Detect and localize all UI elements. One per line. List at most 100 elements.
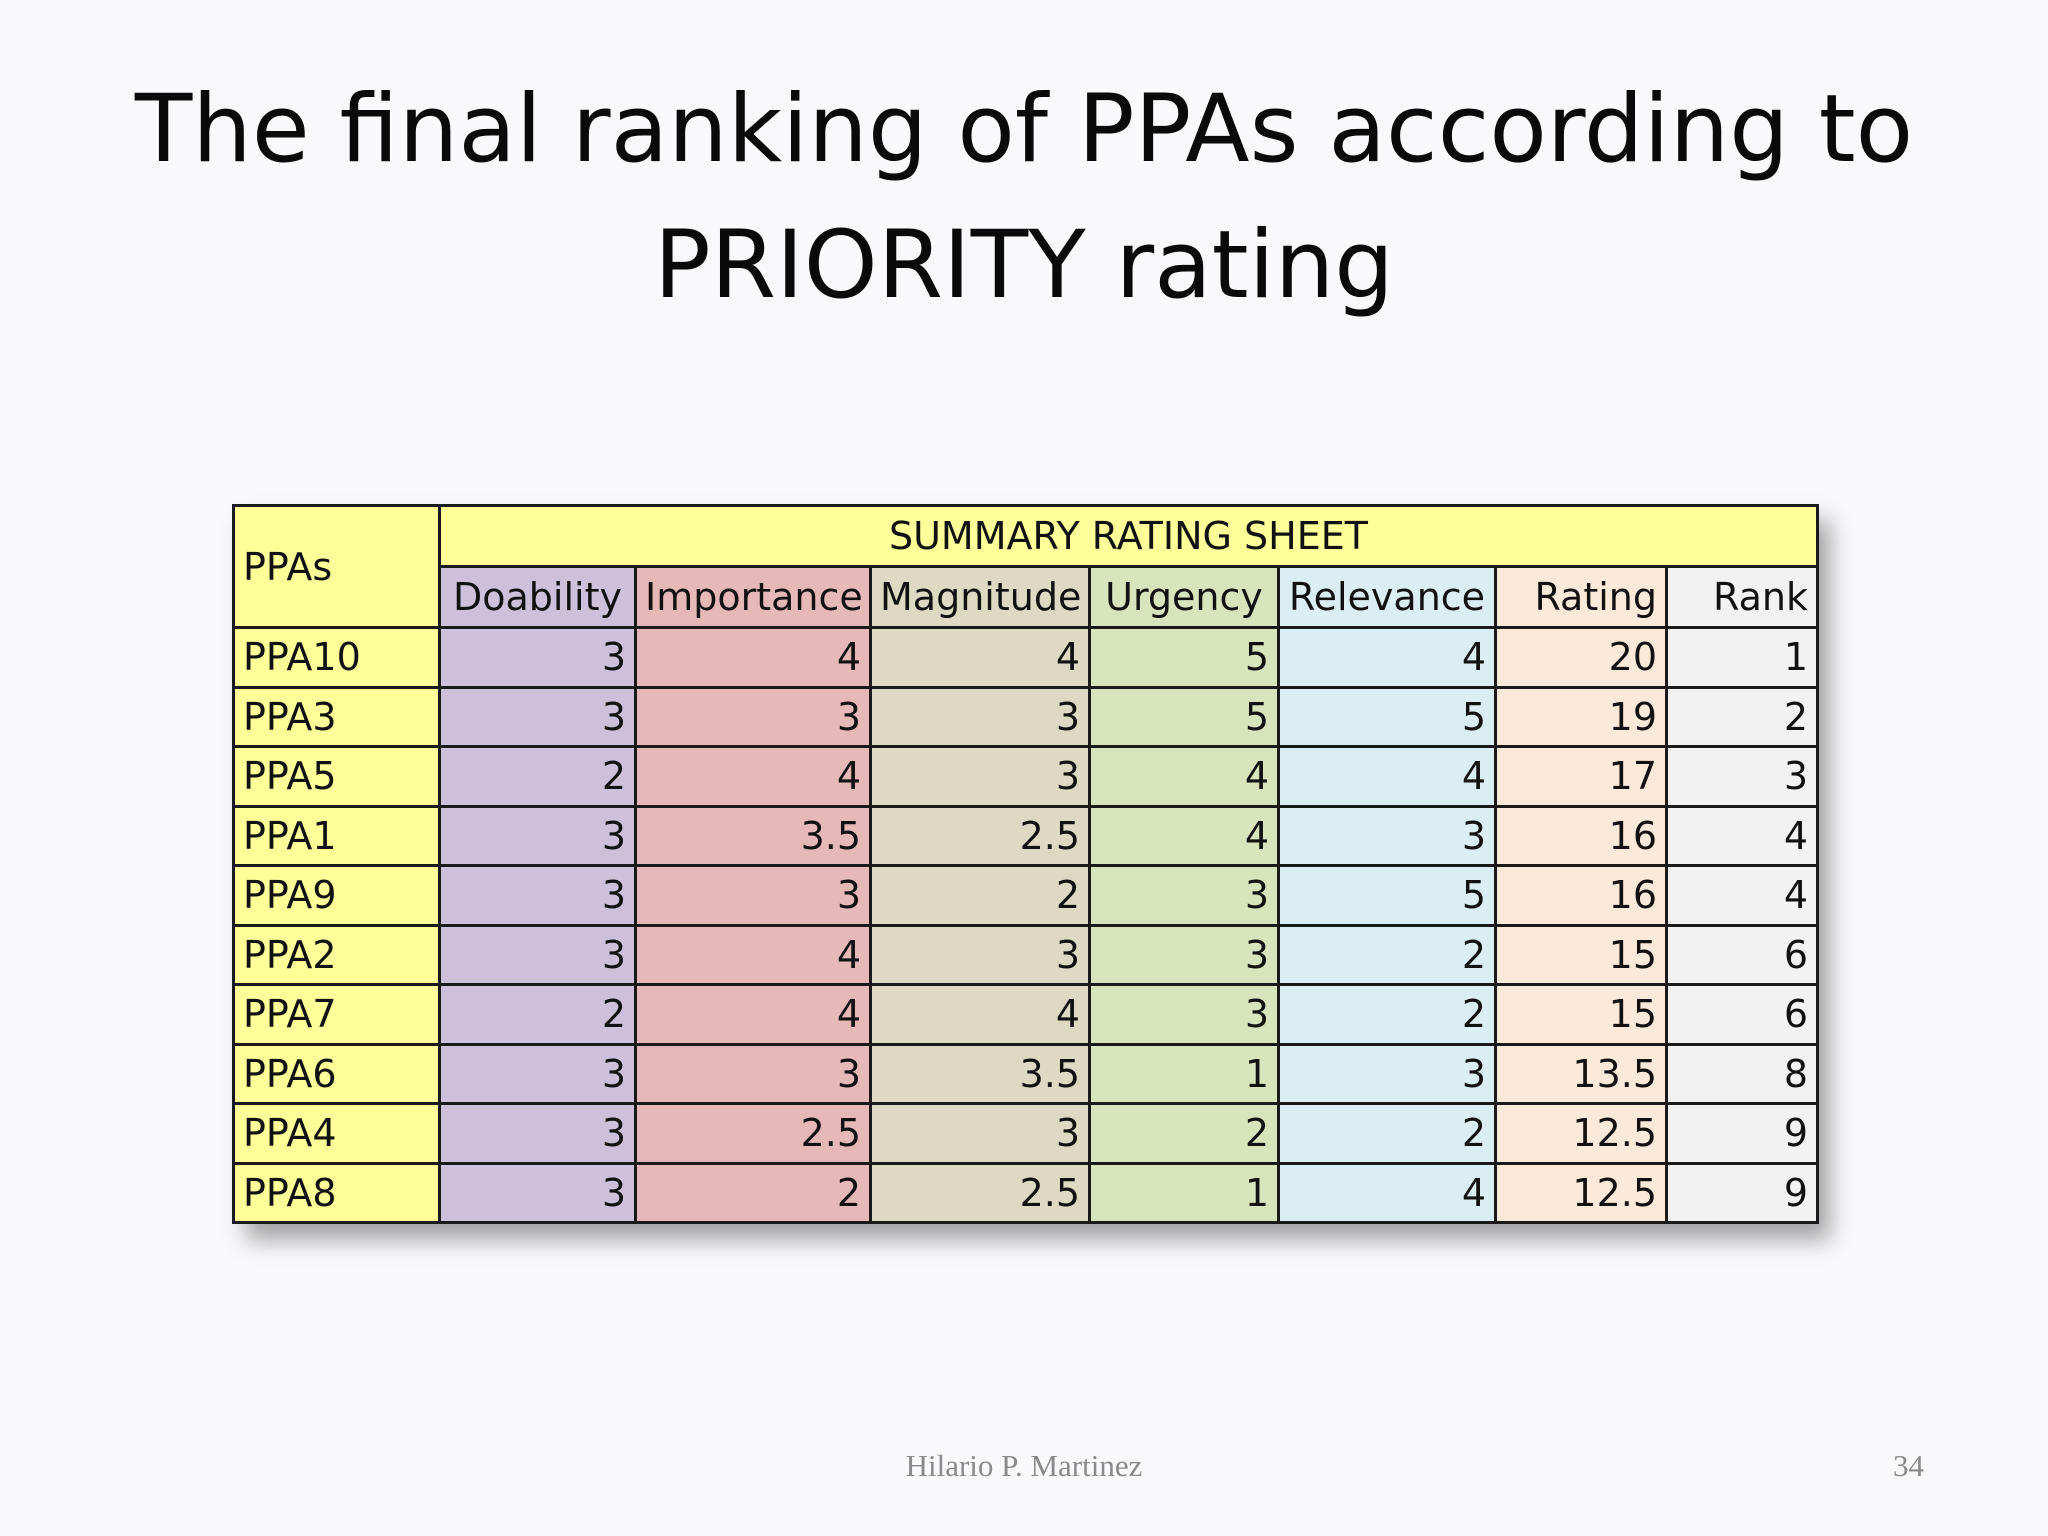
slide-title-line-2: PRIORITY rating (654, 211, 1394, 320)
ppa-name-cell: PPA9 (232, 864, 441, 927)
rating-cell: 12.5 (1494, 1161, 1668, 1224)
rating-cell: 19 (1494, 685, 1668, 748)
table-row: PPA10 3 4 4 5 4 20 1 (232, 626, 1819, 689)
rank-cell: 1 (1665, 626, 1819, 689)
magnitude-cell: 2.5 (869, 804, 1091, 867)
importance-cell: 4 (634, 983, 872, 1046)
importance-cell: 3 (634, 1042, 872, 1105)
doability-cell: 2 (438, 983, 637, 1046)
magnitude-cell: 3 (869, 923, 1091, 986)
footer-author: Hilario P. Martinez (905, 1448, 1143, 1483)
doability-cell: 2 (438, 745, 637, 808)
relevance-cell: 4 (1277, 1161, 1497, 1224)
column-header-importance: Importance (634, 565, 872, 629)
relevance-cell: 2 (1277, 923, 1497, 986)
table-row: PPA5 2 4 3 4 4 17 3 (232, 745, 1819, 808)
slide-title-line-1: The final ranking of PPAs according to (134, 75, 1914, 184)
relevance-cell: 3 (1277, 1042, 1497, 1105)
table-row: PPA3 3 3 3 5 5 19 2 (232, 685, 1819, 748)
table-row: PPA1 3 3.5 2.5 4 3 16 4 (232, 804, 1819, 867)
importance-cell: 4 (634, 923, 872, 986)
column-header-urgency: Urgency (1088, 565, 1280, 629)
rating-cell: 17 (1494, 745, 1668, 808)
urgency-cell: 1 (1088, 1161, 1280, 1224)
table-row: PPA8 3 2 2.5 1 4 12.5 9 (232, 1161, 1819, 1224)
importance-cell: 2 (634, 1161, 872, 1224)
urgency-cell: 2 (1088, 1102, 1280, 1165)
doability-cell: 3 (438, 804, 637, 867)
magnitude-cell: 3.5 (869, 1042, 1091, 1105)
relevance-cell: 2 (1277, 983, 1497, 1046)
column-header-relevance: Relevance (1277, 565, 1497, 629)
relevance-cell: 4 (1277, 626, 1497, 689)
table-header-row: PPAs SUMMARY RATING SHEET (232, 504, 1819, 629)
rating-cell: 16 (1494, 804, 1668, 867)
ppa-name-cell: PPA6 (232, 1042, 441, 1105)
rating-cell: 13.5 (1494, 1042, 1668, 1105)
ppa-name-cell: PPA8 (232, 1161, 441, 1224)
table-row: PPA6 3 3 3.5 1 3 13.5 8 (232, 1042, 1819, 1105)
table-row: PPA9 3 3 2 3 5 16 4 (232, 864, 1819, 927)
doability-cell: 3 (438, 685, 637, 748)
column-header-rank: Rank (1665, 565, 1819, 629)
rank-cell: 9 (1665, 1102, 1819, 1165)
relevance-cell: 4 (1277, 745, 1497, 808)
urgency-cell: 3 (1088, 923, 1280, 986)
summary-rating-table: PPAs SUMMARY RATING SHEET Doability Impo… (232, 504, 1819, 1224)
magnitude-cell: 4 (869, 626, 1091, 689)
ppa-name-cell: PPA2 (232, 923, 441, 986)
rank-cell: 9 (1665, 1161, 1819, 1224)
relevance-cell: 2 (1277, 1102, 1497, 1165)
urgency-cell: 3 (1088, 864, 1280, 927)
column-header-rating: Rating (1494, 565, 1668, 629)
importance-cell: 3.5 (634, 804, 872, 867)
doability-cell: 3 (438, 1102, 637, 1165)
magnitude-cell: 3 (869, 745, 1091, 808)
magnitude-cell: 3 (869, 1102, 1091, 1165)
slide-page-number: 34 (1893, 1448, 1924, 1483)
doability-cell: 3 (438, 864, 637, 927)
importance-cell: 3 (634, 864, 872, 927)
rank-cell: 6 (1665, 983, 1819, 1046)
relevance-cell: 3 (1277, 804, 1497, 867)
ppa-name-cell: PPA1 (232, 804, 441, 867)
urgency-cell: 4 (1088, 804, 1280, 867)
ppa-name-cell: PPA5 (232, 745, 441, 808)
doability-cell: 3 (438, 1042, 637, 1105)
ppas-column-header: PPAs (232, 504, 441, 629)
summary-rating-table-container: PPAs SUMMARY RATING SHEET Doability Impo… (232, 504, 1819, 1224)
ppa-name-cell: PPA3 (232, 685, 441, 748)
table-row: PPA2 3 4 3 3 2 15 6 (232, 923, 1819, 986)
magnitude-cell: 2 (869, 864, 1091, 927)
rank-cell: 6 (1665, 923, 1819, 986)
urgency-cell: 1 (1088, 1042, 1280, 1105)
magnitude-cell: 4 (869, 983, 1091, 1046)
rank-cell: 4 (1665, 864, 1819, 927)
ppa-name-cell: PPA7 (232, 983, 441, 1046)
urgency-cell: 4 (1088, 745, 1280, 808)
ppa-name-cell: PPA4 (232, 1102, 441, 1165)
rank-cell: 4 (1665, 804, 1819, 867)
rating-cell: 15 (1494, 923, 1668, 986)
summary-rating-sheet-header: SUMMARY RATING SHEET (438, 504, 1819, 568)
rating-cell: 20 (1494, 626, 1668, 689)
doability-cell: 3 (438, 626, 637, 689)
table-subheader-row: Doability Importance Magnitude Urgency R… (234, 565, 1819, 629)
rating-cell: 12.5 (1494, 1102, 1668, 1165)
rating-cell: 15 (1494, 983, 1668, 1046)
relevance-cell: 5 (1277, 685, 1497, 748)
doability-cell: 3 (438, 1161, 637, 1224)
importance-cell: 3 (634, 685, 872, 748)
importance-cell: 4 (634, 626, 872, 689)
rank-cell: 8 (1665, 1042, 1819, 1105)
urgency-cell: 5 (1088, 685, 1280, 748)
column-header-doability: Doability (438, 565, 637, 629)
slide-title: The final ranking of PPAs according to P… (100, 62, 1948, 334)
rating-cell: 16 (1494, 864, 1668, 927)
urgency-cell: 3 (1088, 983, 1280, 1046)
rank-cell: 3 (1665, 745, 1819, 808)
relevance-cell: 5 (1277, 864, 1497, 927)
urgency-cell: 5 (1088, 626, 1280, 689)
table-row: PPA7 2 4 4 3 2 15 6 (232, 983, 1819, 1046)
table-row: PPA4 3 2.5 3 2 2 12.5 9 (232, 1102, 1819, 1165)
